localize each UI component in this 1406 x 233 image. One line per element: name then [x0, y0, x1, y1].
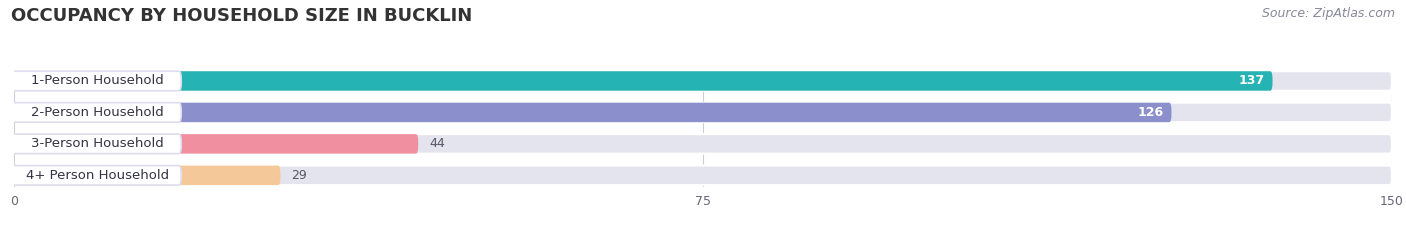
- Text: Source: ZipAtlas.com: Source: ZipAtlas.com: [1261, 7, 1395, 20]
- FancyBboxPatch shape: [11, 71, 181, 91]
- Text: 1-Person Household: 1-Person Household: [31, 75, 165, 87]
- Text: 29: 29: [291, 169, 308, 182]
- FancyBboxPatch shape: [14, 103, 1392, 122]
- FancyBboxPatch shape: [14, 134, 418, 154]
- Text: 137: 137: [1239, 75, 1265, 87]
- Text: 44: 44: [429, 137, 446, 150]
- Text: 3-Person Household: 3-Person Household: [31, 137, 165, 150]
- Text: 2-Person Household: 2-Person Household: [31, 106, 165, 119]
- FancyBboxPatch shape: [14, 134, 1392, 154]
- FancyBboxPatch shape: [14, 166, 1392, 185]
- FancyBboxPatch shape: [14, 71, 1272, 91]
- FancyBboxPatch shape: [11, 166, 181, 185]
- FancyBboxPatch shape: [14, 71, 1392, 91]
- FancyBboxPatch shape: [11, 134, 181, 154]
- FancyBboxPatch shape: [14, 166, 280, 185]
- FancyBboxPatch shape: [11, 103, 181, 122]
- Text: 4+ Person Household: 4+ Person Household: [27, 169, 169, 182]
- Text: 126: 126: [1137, 106, 1164, 119]
- Text: OCCUPANCY BY HOUSEHOLD SIZE IN BUCKLIN: OCCUPANCY BY HOUSEHOLD SIZE IN BUCKLIN: [11, 7, 472, 25]
- FancyBboxPatch shape: [14, 103, 1171, 122]
